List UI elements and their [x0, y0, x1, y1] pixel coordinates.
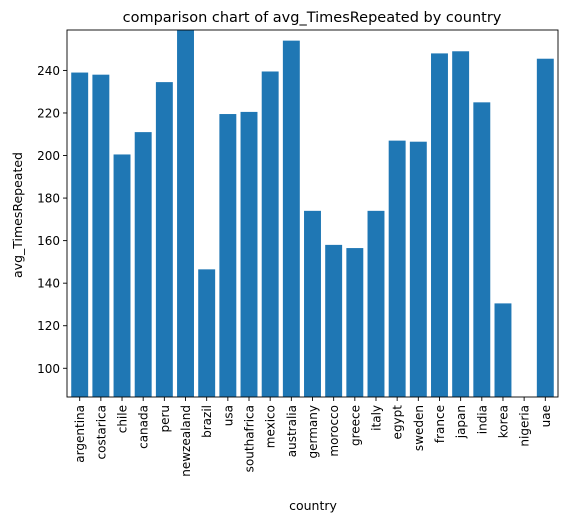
x-tick-label: newzealand: [179, 405, 193, 477]
x-tick-label: chile: [116, 405, 130, 433]
bar-france: [431, 53, 448, 398]
x-tick-label: nigeria: [518, 405, 532, 447]
x-tick-label: southafrica: [243, 405, 257, 472]
bar-peru: [155, 82, 173, 398]
chart-title: comparison chart of avg_TimesRepeated by…: [123, 10, 502, 26]
bar-germany: [304, 210, 321, 397]
y-tick-label: 160: [37, 234, 60, 248]
bar-mexico: [261, 71, 279, 398]
bar-india: [473, 102, 491, 397]
bar-greece: [346, 248, 364, 397]
x-tick-label: korea: [496, 405, 510, 438]
x-tick-label: france: [433, 405, 447, 443]
bar-usa: [219, 114, 237, 397]
bar-uae: [536, 58, 554, 397]
bar-brazil: [198, 269, 216, 397]
x-tick-label: morocco: [327, 405, 341, 457]
x-tick-label: mexico: [264, 405, 278, 448]
bar-argentina: [71, 72, 89, 398]
x-tick-label: australia: [285, 405, 299, 457]
bar-sweden: [409, 141, 427, 397]
x-tick-label: india: [475, 405, 489, 434]
x-tick-label: costarica: [94, 405, 108, 459]
x-tick-label: argentina: [73, 405, 87, 463]
y-tick-label: 240: [37, 64, 60, 78]
y-tick-label: 180: [37, 192, 60, 206]
bar-morocco: [325, 244, 343, 397]
bar-egypt: [388, 140, 406, 397]
x-tick-label: greece: [348, 405, 362, 446]
y-tick-label: 140: [37, 277, 60, 291]
bar-japan: [452, 51, 470, 397]
y-axis-label: avg_TimesRepeated: [10, 152, 25, 278]
x-tick-label: brazil: [200, 405, 214, 438]
x-tick-label: uae: [539, 405, 553, 427]
x-tick-label: japan: [454, 405, 468, 439]
x-tick-label: sweden: [412, 405, 426, 451]
x-tick-label: germany: [306, 405, 320, 458]
x-tick-label: usa: [221, 405, 235, 426]
bar-southafrica: [240, 111, 258, 397]
y-tick-label: 220: [37, 106, 60, 120]
x-tick-label: italy: [369, 405, 383, 431]
y-tick-label: 120: [37, 319, 60, 333]
bar-canada: [134, 132, 152, 397]
bar-australia: [282, 40, 300, 397]
bar-italy: [367, 210, 385, 397]
y-axis: 100 120 140 160 180 200 220 240: [37, 64, 67, 376]
y-tick-label: 100: [37, 362, 60, 376]
bar-newzealand: [177, 30, 194, 397]
plot-frame: [66, 29, 559, 398]
x-axis: argentina costarica chile canada peru newzeal…: [73, 397, 553, 477]
bar-chile: [113, 154, 131, 397]
x-tick-label: peru: [158, 405, 172, 433]
bar-korea: [494, 303, 512, 397]
bar-costarica: [92, 74, 110, 398]
bars-group: [71, 30, 554, 398]
x-axis-label: country: [289, 498, 337, 513]
y-tick-label: 200: [37, 149, 60, 163]
x-tick-label: canada: [137, 405, 151, 449]
x-tick-label: egypt: [391, 405, 405, 440]
